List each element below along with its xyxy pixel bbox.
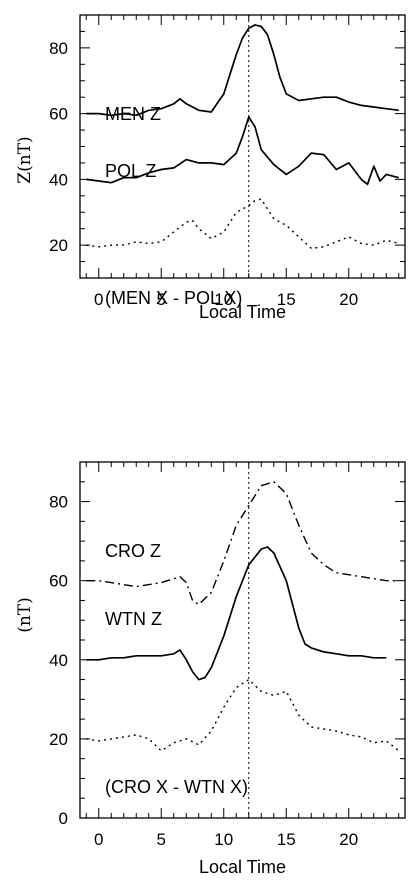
x-tick-label: 5 [157, 290, 166, 309]
y-tick-label: 40 [49, 170, 68, 189]
y-tick-label: 80 [49, 493, 68, 512]
x-tick-label: 10 [214, 290, 233, 309]
series-line-1 [86, 24, 399, 117]
y-tick-label: 20 [49, 730, 68, 749]
series-line-2 [86, 116, 400, 186]
series-line-3 [86, 678, 400, 752]
x-axis-label: Local Time [199, 302, 286, 322]
series-label-2: POL Z [105, 161, 156, 181]
plot-frame [79, 14, 406, 279]
y-axis-label: (nT) [15, 597, 35, 633]
series-label-3: (CRO X - WTN X) [105, 777, 248, 797]
y-axis-label: Z(nT) [15, 136, 35, 183]
x-tick-label: 15 [277, 830, 296, 849]
x-axis-label: Local Time [199, 857, 286, 877]
x-tick-label: 5 [157, 830, 166, 849]
chart-panel-2: 0 5 10 15 20 0 20 40 60 80 Local Time (nT) CRO Z WTN … [15, 461, 406, 877]
series-label-1: CRO Z [105, 541, 161, 561]
y-tick-label: 60 [49, 105, 68, 124]
y-tick-label: 40 [49, 651, 68, 670]
series-line-2 [86, 546, 387, 681]
chart-panel-1: 0 5 10 15 20 20 40 60 80 Local Time Z(nT) MEN Z POL … [15, 14, 406, 322]
series-label-1: MEN Z [105, 104, 161, 124]
x-tick-label: 0 [94, 290, 103, 309]
x-tick-label: 10 [214, 830, 233, 849]
series-label-2: WTN Z [105, 609, 162, 629]
series-label-3: (MEN X - POL X) [105, 288, 242, 308]
x-tick-label: 15 [277, 290, 296, 309]
series-line-3 [86, 198, 399, 250]
y-tick-label: 60 [49, 572, 68, 591]
y-tick-label: 80 [49, 39, 68, 58]
x-tick-label: 20 [339, 830, 358, 849]
series-line-1 [86, 481, 399, 606]
y-tick-label: 0 [59, 809, 68, 828]
y-tick-label: 20 [49, 236, 68, 255]
x-tick-label: 20 [339, 290, 358, 309]
x-tick-label: 0 [94, 830, 103, 849]
